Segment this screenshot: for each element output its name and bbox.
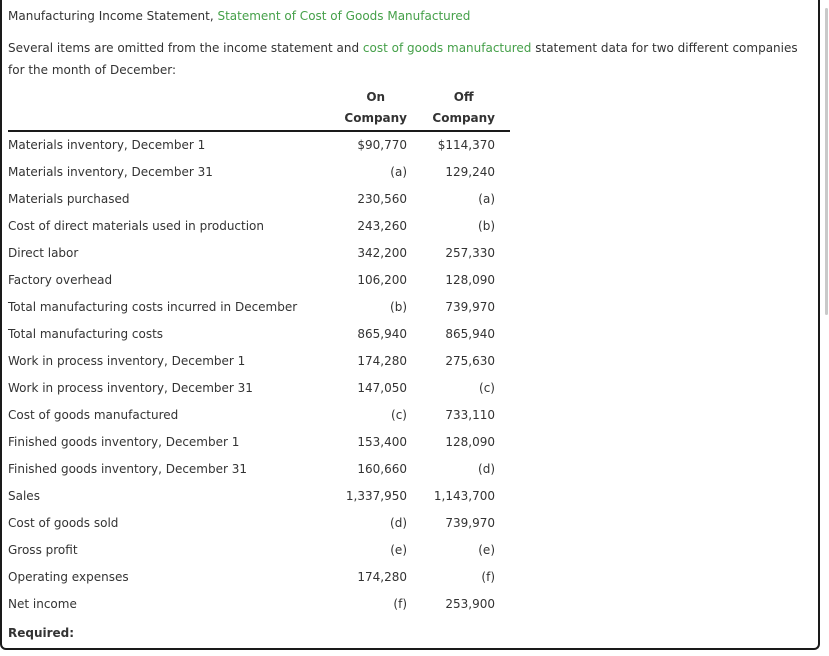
row-label: Finished goods inventory, December 1: [8, 435, 240, 449]
on-company-value: 147,050: [357, 381, 407, 395]
required-label: Required:: [8, 626, 75, 640]
on-company-value: 342,200: [357, 246, 407, 260]
row-label: Cost of goods manufactured: [8, 408, 179, 422]
table-row: Total manufacturing costs incurred in De…: [8, 294, 510, 321]
row-label: Work in process inventory, December 31: [8, 381, 253, 395]
on-company-value: 106,200: [357, 273, 407, 287]
row-label: Cost of goods sold: [8, 516, 119, 530]
off-company-value: 257,330: [445, 246, 495, 260]
on-company-header-col: On Company: [319, 87, 407, 130]
table-row: Direct labor 342,200 257,330: [8, 240, 510, 267]
table-row: Finished goods inventory, December 1 153,…: [8, 429, 510, 456]
table-row: Cost of direct materials used in product…: [8, 213, 510, 240]
row-label: Net income: [8, 597, 77, 611]
off-company-value: 1,143,700: [433, 489, 495, 503]
on-company-value: 160,660: [357, 462, 407, 476]
on-company-value: 865,940: [357, 327, 407, 341]
off-company-value: (b): [478, 219, 495, 233]
on-company-value: (b): [390, 300, 407, 314]
statement-of-cogm-link[interactable]: Statement of Cost of Goods Manufactured: [217, 9, 471, 23]
table-header: On Company Off Company: [8, 87, 510, 132]
off-company-value: 739,970: [445, 516, 495, 530]
off-company-value: 865,940: [445, 327, 495, 341]
on-company-value: (d): [390, 516, 407, 530]
row-label: Total manufacturing costs incurred in De…: [8, 300, 298, 314]
table-row: Factory overhead 106,200 128,090: [8, 267, 510, 294]
statement-table-body: Materials inventory, December 1 $90,770 $1…: [8, 132, 510, 618]
off-company-value: (e): [478, 543, 495, 557]
table-row: Materials purchased 230,560 (a): [8, 186, 510, 213]
table-row: Finished goods inventory, December 31 160…: [8, 456, 510, 483]
off-company-value: 128,090: [445, 273, 495, 287]
off-company-value: 128,090: [445, 435, 495, 449]
row-label: Operating expenses: [8, 570, 129, 584]
off-company-value: (d): [478, 462, 495, 476]
row-label: Materials inventory, December 31: [8, 165, 213, 179]
row-label: Direct labor: [8, 246, 79, 260]
row-label: Finished goods inventory, December 31: [8, 462, 248, 476]
intro-paragraph: Several items are omitted from the incom…: [8, 37, 810, 81]
row-label: Materials inventory, December 1: [8, 138, 206, 152]
on-company-value: (f): [393, 597, 407, 611]
table-row: Gross profit (e) (e): [8, 537, 510, 564]
table-row: Cost of goods sold (d) 739,970: [8, 510, 510, 537]
off-company-value: $114,370: [437, 138, 495, 152]
on-company-value: $90,770: [357, 138, 407, 152]
intro-text-after: statement data for two different compani…: [8, 41, 798, 77]
statement-table: On Company Off Company Materials invento…: [8, 87, 510, 618]
on-company-header-line2: Company: [344, 111, 407, 125]
row-label: Materials purchased: [8, 192, 130, 206]
off-company-value: 733,110: [445, 408, 495, 422]
on-company-value: 174,280: [357, 354, 407, 368]
table-row: Materials inventory, December 1 $90,770 $1…: [8, 132, 510, 159]
on-company-value: (a): [390, 165, 407, 179]
off-company-value: 129,240: [445, 165, 495, 179]
row-label: Factory overhead: [8, 273, 113, 287]
off-company-header: Off Company: [432, 87, 495, 130]
page-title-text: Manufacturing Income Statement,: [8, 9, 218, 23]
table-row: Materials inventory, December 31 (a) 129,2…: [8, 159, 510, 186]
off-company-value: 275,630: [445, 354, 495, 368]
off-company-value: 739,970: [445, 300, 495, 314]
table-row: Cost of goods manufactured (c) 733,110: [8, 402, 510, 429]
cogm-glossary-link[interactable]: cost of goods manufactured: [362, 41, 532, 55]
header-label-spacer: [8, 87, 319, 130]
off-company-header-col: Off Company: [407, 87, 495, 130]
on-company-value: 153,400: [357, 435, 407, 449]
row-label: Gross profit: [8, 543, 78, 557]
on-company-value: 1,337,950: [345, 489, 407, 503]
scrollbar-thumb[interactable]: [825, 8, 828, 315]
intro-text-before: Several items are omitted from the incom…: [8, 41, 363, 55]
off-company-value: (a): [478, 192, 495, 206]
table-row: Sales 1,337,950 1,143,700: [8, 483, 510, 510]
on-company-header: On Company: [344, 87, 407, 130]
off-company-header-line1: Off: [453, 90, 474, 104]
table-row: Work in process inventory, December 1 174…: [8, 348, 510, 375]
on-company-header-line1: On: [366, 90, 386, 104]
off-company-value: 253,900: [445, 597, 495, 611]
on-company-value: 174,280: [357, 570, 407, 584]
off-company-header-line2: Company: [432, 111, 495, 125]
row-label: Total manufacturing costs: [8, 327, 164, 341]
table-row: Net income (f) 253,900: [8, 591, 510, 618]
table-row: Operating expenses 174,280 (f): [8, 564, 510, 591]
table-row: Total manufacturing costs 865,940 865,940: [8, 321, 510, 348]
off-company-value: (f): [481, 570, 495, 584]
table-row: Work in process inventory, December 31 14…: [8, 375, 510, 402]
row-label: Sales: [8, 489, 40, 503]
on-company-value: 243,260: [357, 219, 407, 233]
row-label: Cost of direct materials used in product…: [8, 219, 265, 233]
off-company-value: (c): [479, 381, 495, 395]
on-company-value: (e): [390, 543, 407, 557]
on-company-value: 230,560: [357, 192, 407, 206]
row-label: Work in process inventory, December 1: [8, 354, 246, 368]
page-title: Manufacturing Income Statement, Statemen…: [8, 8, 810, 25]
on-company-value: (c): [391, 408, 407, 422]
